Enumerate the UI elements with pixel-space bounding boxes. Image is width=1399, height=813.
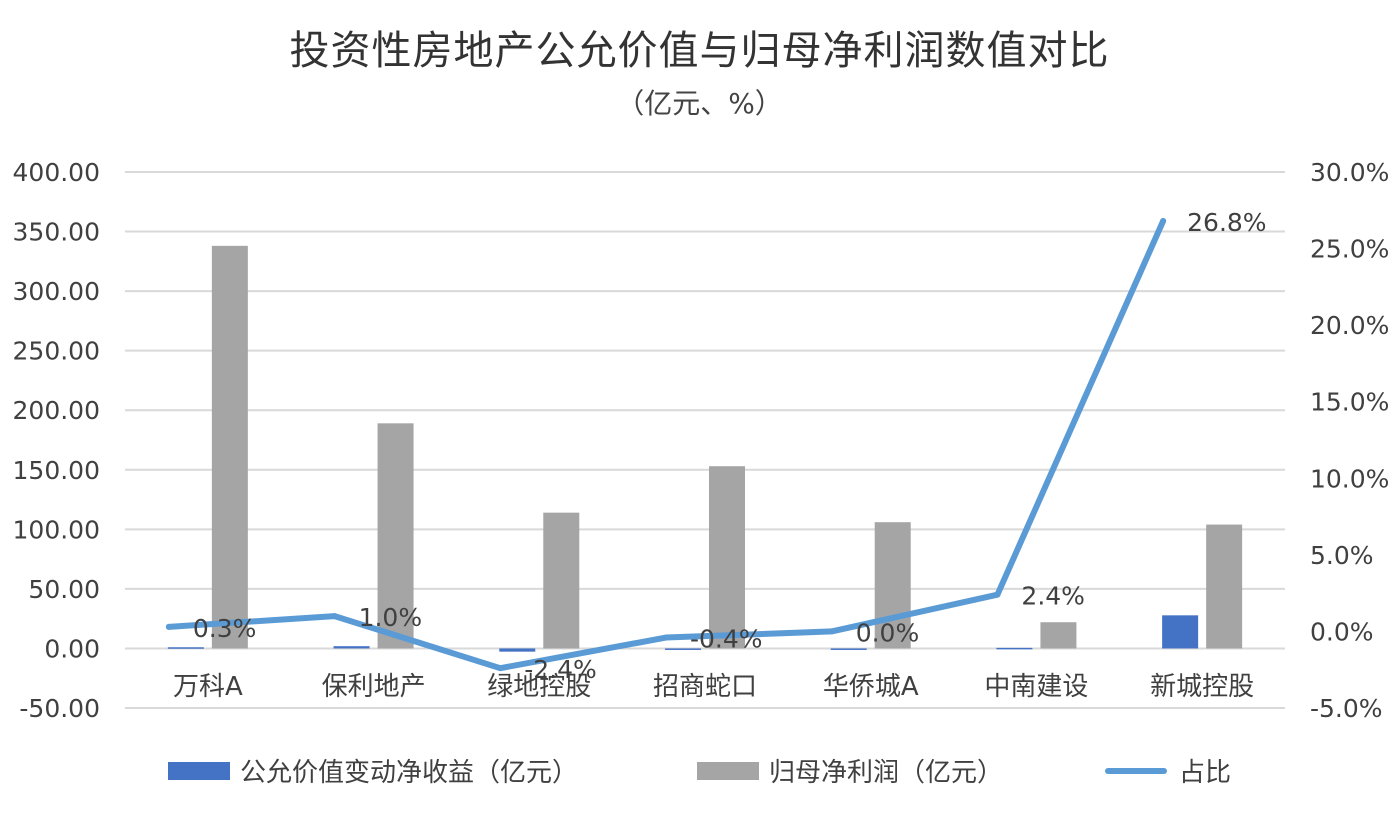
y-left-tick-label: 250.00 (13, 337, 100, 366)
legend-label-fair-value: 公允价值变动净收益（亿元） (240, 758, 579, 788)
legend-swatch-fair-value (168, 761, 230, 780)
bar-net-profit (874, 522, 911, 649)
bar-net-profit (1040, 622, 1077, 649)
y-left-tick-label: 100.00 (13, 515, 100, 544)
bar-fair-value (830, 648, 867, 650)
bar-net-profit (211, 245, 248, 649)
ratio-data-label: 2.4% (1021, 582, 1085, 611)
y-right-tick-label: 15.0% (1310, 388, 1389, 417)
x-category-label: 新城控股 (1150, 672, 1254, 702)
x-category-label: 招商蛇口 (653, 672, 757, 702)
chart-title: 投资性房地产公允价值与归母净利润数值对比 (289, 28, 1110, 74)
y-right-tick-label: 30.0% (1310, 158, 1389, 187)
x-category-label: 绿地控股 (487, 672, 591, 702)
ratio-data-label: 1.0% (359, 603, 423, 632)
ratio-point (165, 623, 172, 630)
ratio-point (1160, 218, 1167, 225)
bar-fair-value (499, 648, 536, 652)
y-left-tick-label: 300.00 (13, 277, 100, 306)
bar-fair-value (996, 647, 1033, 650)
y-right-tick-label: 10.0% (1310, 464, 1389, 493)
bar-fair-value (167, 647, 204, 649)
combo-chart: -50.00 0.00 50.00 100.00 150.00 200.00 250.00 3… (13, 158, 1390, 723)
ratio-point (497, 665, 504, 672)
ratio-point (663, 634, 669, 641)
y-left-tick-label: 200.00 (13, 396, 100, 425)
y-left-tick-label: 0.00 (44, 634, 100, 663)
bar-fair-value (333, 646, 370, 649)
y-left-tick-label: 50.00 (28, 575, 100, 604)
ratio-point (994, 591, 1001, 598)
x-category-label: 华侨城A (823, 672, 919, 702)
y-left-tick-label: -50.00 (19, 694, 100, 723)
ratio-line (165, 218, 1167, 672)
bar-net-profit (709, 466, 745, 649)
x-category-label: 中南建设 (984, 672, 1088, 702)
x-category-label: 万科A (173, 672, 243, 702)
ratio-data-label: 0.0% (856, 618, 920, 647)
ratio-data-label: 0.3% (193, 614, 257, 643)
legend-label-net-profit: 归母净利润（亿元） (769, 758, 1004, 788)
legend-item-ratio: 占比 (1105, 752, 1231, 789)
legend-item-fair-value: 公允价值变动净收益（亿元） (168, 752, 578, 789)
legend-swatch-net-profit (697, 761, 759, 780)
bar-fair-value (665, 648, 701, 650)
y-left-tick-label: 400.00 (13, 158, 100, 187)
y-right-tick-label: 5.0% (1310, 541, 1374, 570)
y-right-tick-label: 20.0% (1310, 311, 1389, 340)
ratio-point (331, 613, 338, 620)
chart-legend: 公允价值变动净收益（亿元） 归母净利润（亿元） 占比 (0, 752, 1399, 792)
legend-item-net-profit: 归母净利润（亿元） (697, 752, 1003, 789)
y-right-tick-label: 25.0% (1310, 235, 1389, 264)
y-left-tick-label: 150.00 (13, 456, 100, 485)
bar-net-profit (1206, 524, 1243, 649)
legend-label-ratio: 占比 (1179, 758, 1232, 788)
y-left-tick-label: 350.00 (13, 218, 100, 247)
y-right-tick-label: -5.0% (1310, 694, 1383, 723)
chart-subtitle: （亿元、%） (616, 87, 783, 120)
ratio-data-label: 26.8% (1187, 208, 1266, 237)
y-right-tick-label: 0.0% (1310, 617, 1374, 646)
x-category-label: 保利地产 (322, 672, 426, 702)
bar-net-profit (377, 423, 414, 649)
legend-swatch-ratio (1105, 767, 1167, 774)
ratio-data-label: -0.4% (690, 625, 763, 654)
ratio-data-label: -2.4% (524, 655, 597, 684)
bar-fair-value (1162, 615, 1199, 649)
ratio-point (828, 628, 835, 635)
bar-net-profit (543, 512, 580, 649)
